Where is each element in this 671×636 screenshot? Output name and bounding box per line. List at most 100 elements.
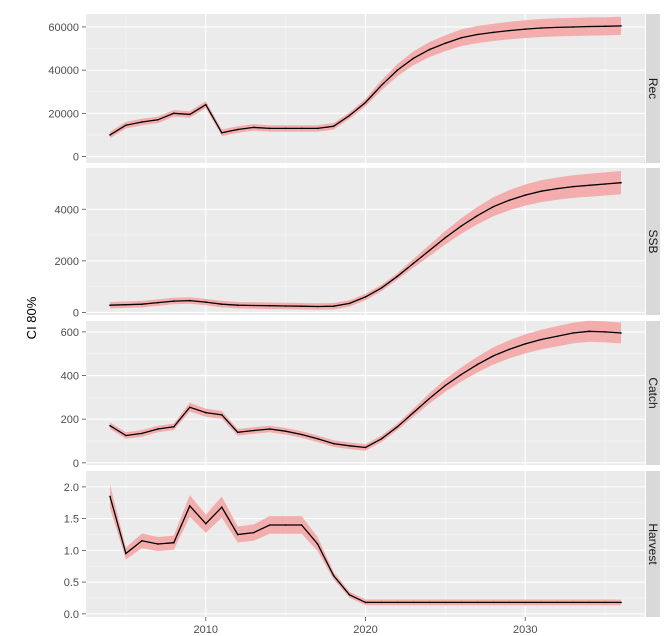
data-point (556, 335, 558, 338)
data-point (268, 524, 271, 526)
data-point (396, 601, 399, 604)
data-point (412, 601, 415, 604)
y-tick-label: 200 (61, 414, 79, 426)
y-tick-label: 0.5 (64, 577, 79, 589)
strip-label: SSB (646, 229, 660, 253)
data-point (444, 236, 447, 239)
data-point (620, 181, 622, 184)
y-tick-label: 0 (73, 458, 79, 470)
data-point (205, 522, 207, 525)
data-point (604, 331, 606, 333)
data-point (380, 84, 383, 87)
data-point (540, 338, 542, 341)
data-point (412, 262, 415, 265)
data-point (332, 305, 335, 308)
data-point (508, 348, 511, 351)
data-point (109, 495, 111, 498)
strip-label: Harvest (646, 523, 660, 565)
data-point (540, 190, 542, 192)
panel-catch: 0 200 400 600 Catch (61, 320, 660, 470)
data-point (236, 128, 239, 131)
ci-band (110, 171, 621, 310)
data-point (332, 442, 335, 445)
x-tick-label: 2020 (353, 624, 377, 636)
panel-ssb: 0 2000 4000 SSB (55, 168, 660, 319)
data-point (205, 301, 207, 303)
data-point (460, 373, 463, 376)
data-point (524, 601, 526, 604)
data-point (157, 119, 159, 121)
x-tick-label: 2030 (513, 624, 537, 636)
data-point (284, 127, 287, 130)
data-point (141, 432, 143, 435)
data-point (364, 446, 367, 449)
data-point (540, 27, 542, 29)
data-point (236, 533, 239, 536)
data-point (524, 28, 526, 30)
data-point (604, 183, 606, 185)
data-point (173, 300, 175, 302)
panel-harvest: 0.0 0.5 1.0 1.5 2.0 Harvest (64, 471, 660, 621)
data-point (380, 287, 383, 289)
data-point (556, 187, 558, 190)
data-point (588, 25, 590, 28)
y-tick-label: 4000 (55, 204, 79, 216)
y-tick-label: 40000 (48, 65, 79, 77)
data-point (284, 430, 287, 433)
data-point (332, 125, 335, 128)
y-tick-label: 0 (73, 307, 79, 319)
data-point (572, 26, 574, 28)
data-point (428, 48, 431, 51)
data-point (268, 428, 271, 430)
data-point (556, 601, 558, 604)
ci-band (110, 320, 621, 451)
data-point (508, 29, 511, 32)
data-point (460, 225, 463, 227)
data-point (476, 214, 479, 217)
data-point (492, 355, 495, 357)
data-point (412, 411, 415, 414)
strip-harvest (646, 471, 660, 617)
y-axis-title: CI 80% (24, 296, 39, 339)
data-point (141, 540, 143, 542)
data-point (300, 305, 303, 308)
data-point (476, 601, 479, 604)
data-point (316, 438, 319, 440)
data-point (444, 601, 447, 604)
strip-rec (646, 14, 660, 163)
ci-band (110, 16, 621, 139)
data-point (428, 249, 431, 252)
data-point (157, 428, 159, 430)
data-point (173, 112, 175, 115)
data-point (300, 524, 303, 526)
data-point (364, 101, 367, 104)
data-point (141, 303, 143, 306)
data-point (604, 601, 606, 604)
data-point (221, 506, 223, 509)
data-point (476, 33, 479, 36)
data-point (412, 57, 415, 60)
y-tick-label: 2.0 (64, 482, 79, 494)
data-point (157, 301, 159, 304)
data-point (492, 205, 495, 208)
data-point (380, 601, 383, 604)
y-tick-label: 60000 (48, 22, 79, 34)
data-point (109, 424, 111, 427)
data-point (252, 304, 255, 307)
y-tick-label: 1.0 (64, 545, 79, 557)
data-point (620, 332, 622, 334)
data-point (316, 305, 319, 308)
data-point (125, 552, 127, 555)
data-point (284, 524, 287, 526)
data-point (157, 543, 159, 545)
data-point (316, 127, 319, 130)
data-point (284, 305, 287, 307)
data-point (236, 431, 239, 434)
data-point (380, 438, 383, 440)
data-point (125, 434, 127, 437)
data-point (588, 184, 590, 187)
data-point (556, 26, 558, 29)
data-point (205, 103, 207, 106)
y-tick-label: 0 (73, 152, 79, 164)
